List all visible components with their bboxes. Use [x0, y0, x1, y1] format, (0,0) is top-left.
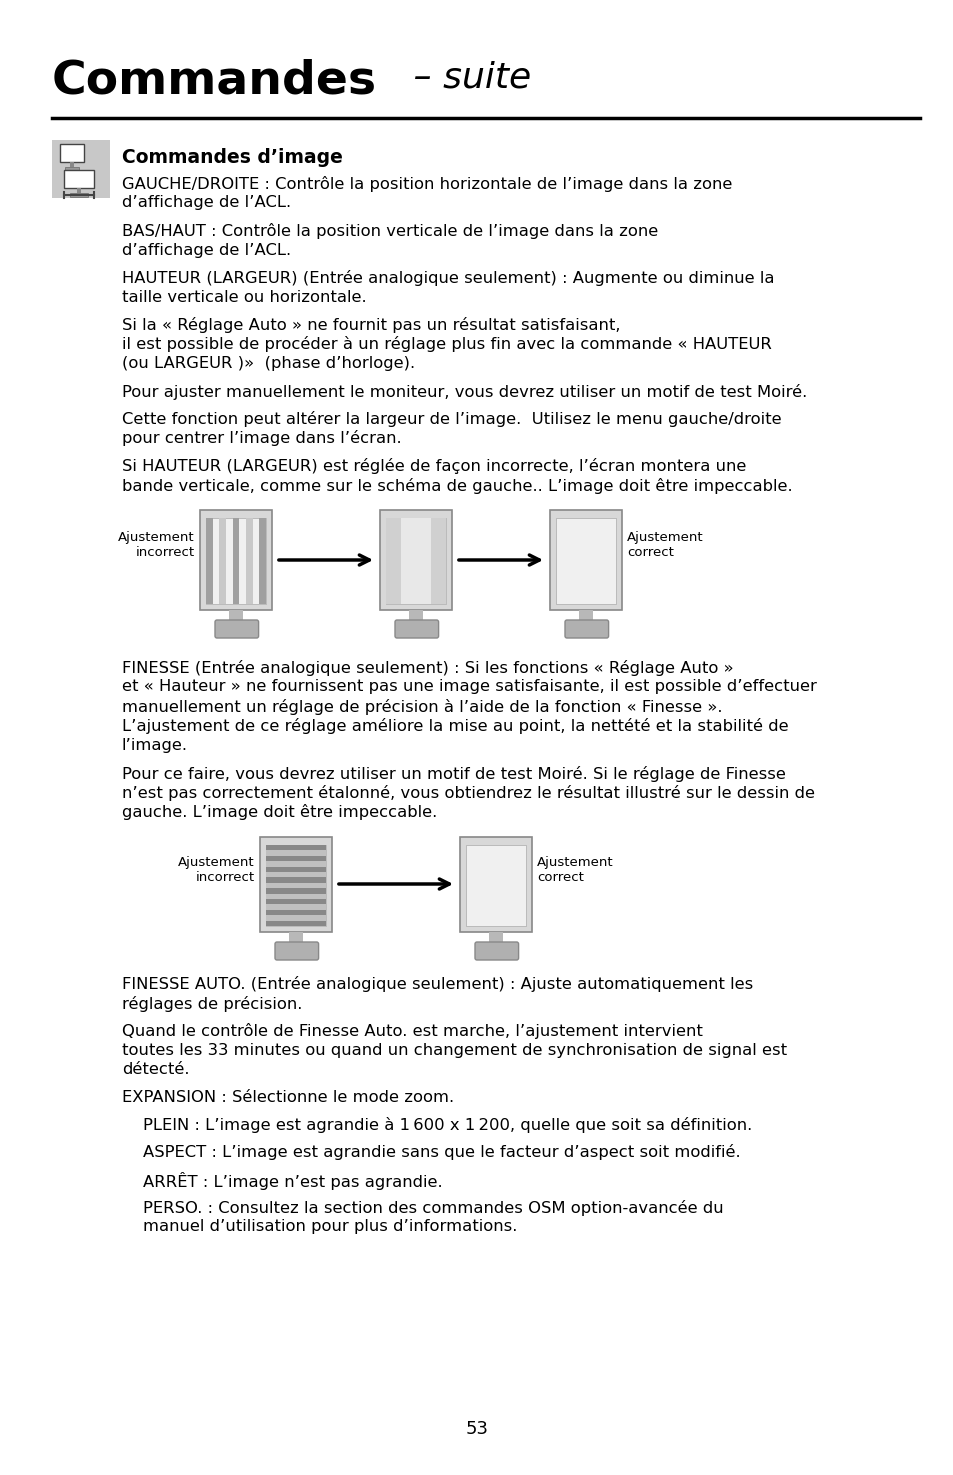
- Bar: [459, 836, 532, 932]
- Bar: [246, 518, 253, 603]
- Bar: [266, 878, 326, 884]
- Bar: [266, 910, 326, 914]
- Text: Pour ajuster manuellement le moniteur, vous devrez utiliser un motif de test Moi: Pour ajuster manuellement le moniteur, v…: [122, 384, 806, 400]
- Text: Ajustement
correct: Ajustement correct: [626, 531, 703, 559]
- Bar: [70, 193, 88, 198]
- Text: (ou LARGEUR )»  (phase d’horloge).: (ou LARGEUR )» (phase d’horloge).: [122, 355, 415, 372]
- Text: L’ajustement de ce réglage améliore la mise au point, la nettété et la stabilité: L’ajustement de ce réglage améliore la m…: [122, 718, 788, 735]
- Bar: [206, 518, 266, 603]
- Bar: [206, 518, 213, 603]
- Bar: [266, 888, 326, 894]
- Text: pour centrer l’image dans l’écran.: pour centrer l’image dans l’écran.: [122, 431, 401, 447]
- Text: Si HAUTEUR (LARGEUR) est réglée de façon incorrecte, l’écran montera une: Si HAUTEUR (LARGEUR) est réglée de façon…: [122, 459, 745, 473]
- Bar: [229, 611, 243, 622]
- Bar: [266, 898, 326, 904]
- Bar: [259, 518, 266, 603]
- Text: manuel d’utilisation pour plus d’informations.: manuel d’utilisation pour plus d’informa…: [122, 1218, 517, 1235]
- Text: manuellement un réglage de précision à l’aide de la fonction « Finesse ».: manuellement un réglage de précision à l…: [122, 699, 721, 715]
- Bar: [400, 518, 431, 603]
- Bar: [289, 932, 303, 944]
- FancyBboxPatch shape: [395, 620, 438, 639]
- FancyBboxPatch shape: [214, 620, 258, 639]
- Text: HAUTEUR (LARGEUR) (Entrée analogique seulement) : Augmente ou diminue la: HAUTEUR (LARGEUR) (Entrée analogique seu…: [122, 270, 774, 286]
- Bar: [409, 611, 422, 622]
- Text: Ajustement
incorrect: Ajustement incorrect: [178, 857, 254, 884]
- Bar: [64, 170, 94, 187]
- Text: bande verticale, comme sur le schéma de gauche.. L’image doit être impeccable.: bande verticale, comme sur le schéma de …: [122, 478, 792, 494]
- Bar: [77, 187, 81, 193]
- Text: Cette fonction peut altérer la largeur de l’image.  Utilisez le menu gauche/droi: Cette fonction peut altérer la largeur d…: [122, 412, 781, 426]
- Text: Si la « Réglage Auto » ne fournit pas un résultat satisfaisant,: Si la « Réglage Auto » ne fournit pas un…: [122, 317, 619, 333]
- Text: taille verticale ou horizontale.: taille verticale ou horizontale.: [122, 289, 366, 304]
- FancyBboxPatch shape: [274, 943, 318, 960]
- Text: 53: 53: [465, 1420, 488, 1438]
- Bar: [465, 845, 525, 926]
- Bar: [246, 518, 253, 603]
- Text: d’affichage de l’ACL.: d’affichage de l’ACL.: [122, 196, 291, 211]
- Text: Ajustement
incorrect: Ajustement incorrect: [118, 531, 194, 559]
- Bar: [379, 510, 452, 611]
- Bar: [219, 518, 226, 603]
- Text: ASPECT : L’image est agrandie sans que le facteur d’aspect soit modifié.: ASPECT : L’image est agrandie sans que l…: [122, 1145, 740, 1161]
- Text: Quand le contrôle de Finesse Auto. est marche, l’ajustement intervient: Quand le contrôle de Finesse Auto. est m…: [122, 1024, 702, 1038]
- Text: il est possible de procéder à un réglage plus fin avec la commande « HAUTEUR: il est possible de procéder à un réglage…: [122, 336, 771, 353]
- Bar: [260, 836, 332, 932]
- Bar: [233, 518, 239, 603]
- Text: Ajustement
correct: Ajustement correct: [537, 857, 613, 884]
- FancyBboxPatch shape: [475, 943, 518, 960]
- Text: Commandes: Commandes: [52, 58, 376, 103]
- Text: et « Hauteur » ne fournissent pas une image satisfaisante, il est possible d’eff: et « Hauteur » ne fournissent pas une im…: [122, 680, 816, 695]
- Bar: [219, 518, 226, 603]
- Text: l’image.: l’image.: [122, 738, 188, 754]
- Text: – suite: – suite: [401, 60, 531, 94]
- Bar: [60, 145, 84, 162]
- Text: FINESSE AUTO. (Entrée analogique seulement) : Ajuste automatiquement les: FINESSE AUTO. (Entrée analogique seuleme…: [122, 976, 753, 993]
- Bar: [550, 510, 621, 611]
- Bar: [578, 611, 593, 622]
- Text: FINESSE (Entrée analogique seulement) : Si les fonctions « Réglage Auto »: FINESSE (Entrée analogique seulement) : …: [122, 659, 733, 676]
- FancyBboxPatch shape: [564, 620, 608, 639]
- Bar: [259, 518, 266, 603]
- Bar: [266, 845, 326, 926]
- Text: détecté.: détecté.: [122, 1062, 190, 1077]
- Text: réglages de précision.: réglages de précision.: [122, 996, 302, 1012]
- Bar: [206, 518, 213, 603]
- Text: PERSO. : Consultez la section des commandes OSM option-avancée du: PERSO. : Consultez la section des comman…: [122, 1199, 723, 1215]
- Bar: [266, 845, 326, 851]
- Bar: [266, 867, 326, 872]
- Text: toutes les 33 minutes ou quand un changement de synchronisation de signal est: toutes les 33 minutes ou quand un change…: [122, 1043, 786, 1058]
- Bar: [489, 932, 502, 944]
- Text: PLEIN : L’image est agrandie à 1 600 x 1 200, quelle que soit sa définition.: PLEIN : L’image est agrandie à 1 600 x 1…: [122, 1117, 752, 1133]
- Text: n’est pas correctement étalonné, vous obtiendrez le résultat illustré sur le des: n’est pas correctement étalonné, vous ob…: [122, 785, 814, 801]
- Bar: [266, 845, 326, 926]
- Bar: [266, 855, 326, 861]
- Bar: [233, 518, 239, 603]
- Text: Commandes d’image: Commandes d’image: [122, 148, 342, 167]
- Bar: [386, 518, 446, 603]
- Text: Pour ce faire, vous devrez utiliser un motif de test Moiré. Si le réglage de Fin: Pour ce faire, vous devrez utiliser un m…: [122, 766, 785, 782]
- Text: BAS/HAUT : Contrôle la position verticale de l’image dans la zone: BAS/HAUT : Contrôle la position vertical…: [122, 223, 658, 239]
- Bar: [65, 167, 79, 171]
- Bar: [556, 518, 616, 603]
- Bar: [386, 518, 446, 603]
- Text: gauche. L’image doit être impeccable.: gauche. L’image doit être impeccable.: [122, 804, 436, 820]
- Text: ARRÊT : L’image n’est pas agrandie.: ARRÊT : L’image n’est pas agrandie.: [122, 1173, 442, 1190]
- Text: GAUCHE/DROITE : Contrôle la position horizontale de l’image dans la zone: GAUCHE/DROITE : Contrôle la position hor…: [122, 176, 732, 192]
- Bar: [70, 162, 74, 167]
- Text: d’affichage de l’ACL.: d’affichage de l’ACL.: [122, 242, 291, 258]
- Bar: [266, 920, 326, 926]
- Bar: [200, 510, 272, 611]
- Bar: [52, 140, 110, 198]
- Text: EXPANSION : Sélectionne le mode zoom.: EXPANSION : Sélectionne le mode zoom.: [122, 1090, 454, 1105]
